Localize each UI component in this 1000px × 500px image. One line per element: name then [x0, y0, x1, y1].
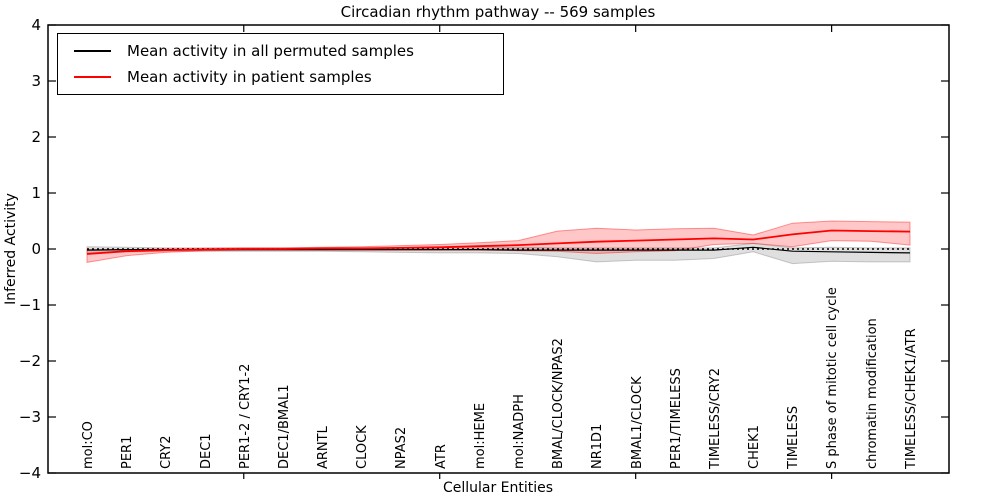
- x-tick-label: DEC1: [199, 433, 214, 469]
- y-axis-label: Inferred Activity: [3, 193, 19, 305]
- y-tick-label: 1: [31, 184, 41, 202]
- legend-label-permuted: Mean activity in all permuted samples: [127, 42, 414, 60]
- patient-line-sample-icon: [74, 76, 111, 78]
- axis-ticks: [48, 24, 949, 479]
- x-axis-label: Cellular Entities: [443, 480, 553, 496]
- legend-item-permuted: Mean activity in all permuted samples: [58, 42, 503, 60]
- chart-title: Circadian rhythm pathway -- 569 samples: [341, 3, 656, 21]
- x-tick-label: PER1: [120, 436, 135, 469]
- permuted-line-sample-icon: [74, 50, 111, 52]
- x-tick-label: NPAS2: [394, 427, 409, 469]
- x-tick-label: PER1-2 / CRY1-2: [238, 364, 253, 469]
- x-tick-label: S phase of mitotic cell cycle: [825, 287, 840, 469]
- y-tick-label: 0: [31, 240, 41, 258]
- x-tick-label: CLOCK: [355, 425, 370, 469]
- x-tick-label: TIMELESS/CHEK1/ATR: [904, 328, 919, 470]
- y-tick-label: 2: [31, 128, 41, 146]
- x-tick-label: CHEK1: [747, 425, 762, 469]
- y-tick-label: 4: [31, 16, 41, 34]
- x-tick-label: mol:NADPH: [512, 394, 527, 469]
- x-tick-label: mol:CO: [81, 421, 96, 469]
- x-tick-label: TIMELESS: [786, 406, 801, 470]
- y-tick-label: −2: [19, 352, 41, 370]
- x-tick-label: mol:HEME: [473, 403, 488, 469]
- legend-label-patient: Mean activity in patient samples: [127, 68, 372, 86]
- x-tick-label: BMAL/CLOCK/NPAS2: [551, 338, 566, 469]
- x-tick-label: ARNTL: [316, 425, 331, 469]
- x-tick-label: DEC1/BMAL1: [277, 385, 292, 470]
- y-tick-label: −3: [19, 408, 41, 426]
- y-tick-label: −1: [19, 296, 41, 314]
- x-tick-label: PER1/TIMELESS: [669, 368, 684, 469]
- y-tick-label: 3: [31, 72, 41, 90]
- legend-item-patient: Mean activity in patient samples: [58, 68, 503, 86]
- x-tick-label: CRY2: [159, 436, 174, 470]
- x-tick-label: BMAL1/CLOCK: [630, 376, 645, 469]
- legend: Mean activity in all permuted samples Me…: [57, 33, 504, 95]
- x-tick-label: TIMELESS/CRY2: [708, 368, 723, 470]
- patient-mean-line: [86, 229, 911, 255]
- x-tick-label: chromatin modification: [865, 318, 880, 469]
- x-tick-label: ATR: [434, 444, 449, 469]
- x-tick-label: NR1D1: [590, 424, 605, 469]
- y-tick-label: −4: [19, 464, 41, 482]
